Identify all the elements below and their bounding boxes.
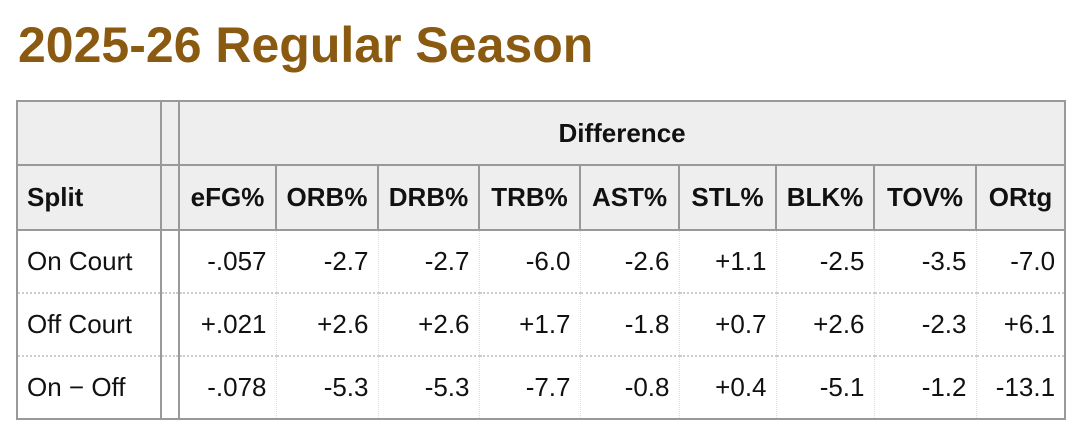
column-header[interactable]: BLK% — [775, 164, 875, 231]
column-header[interactable]: TRB% — [478, 164, 581, 231]
column-header[interactable]: ORB% — [275, 164, 379, 231]
row-label: On Court — [16, 230, 161, 294]
cell: +.021 — [178, 293, 276, 357]
group-header-row: Difference — [16, 100, 1067, 166]
column-header[interactable]: ORtg — [974, 164, 1067, 231]
column-header[interactable]: Split — [16, 164, 162, 231]
cell: -1.8 — [579, 293, 679, 357]
cell: -7.0 — [975, 230, 1067, 294]
table-body: On Court -.057 -2.7 -2.7 -6.0 -2.6 +1.1 -2.5 -3.… — [16, 230, 1067, 420]
cell: -13.1 — [975, 356, 1067, 420]
cell: -2.6 — [579, 230, 679, 294]
cell: -2.5 — [775, 230, 874, 294]
column-header[interactable]: eFG% — [178, 164, 277, 231]
cell: +1.1 — [678, 230, 776, 294]
cell: -.057 — [178, 230, 276, 294]
cell: +2.6 — [275, 293, 378, 357]
cell: +6.1 — [975, 293, 1067, 357]
cell: -5.1 — [775, 356, 874, 420]
cell: +1.7 — [478, 293, 580, 357]
column-header[interactable]: AST% — [579, 164, 680, 231]
cell: +0.4 — [678, 356, 776, 420]
separator — [160, 164, 180, 231]
stats-table: Difference Split eFG% ORB% DRB% TRB% AST% STL%… — [16, 100, 1067, 420]
column-header[interactable]: DRB% — [377, 164, 480, 231]
cell: -6.0 — [478, 230, 580, 294]
cell: -2.3 — [873, 293, 976, 357]
group-header: Difference — [177, 100, 1067, 166]
cell: +2.6 — [775, 293, 874, 357]
page-title: 2025-26 Regular Season — [18, 17, 594, 73]
cell: -2.7 — [377, 230, 479, 294]
separator — [160, 293, 180, 357]
separator — [160, 100, 180, 166]
data-row: On Court -.057 -2.7 -2.7 -6.0 -2.6 +1.1 -2.5 -3.… — [16, 230, 1067, 294]
empty-header — [16, 100, 162, 166]
cell: -7.7 — [478, 356, 580, 420]
column-header-row: Split eFG% ORB% DRB% TRB% AST% STL% BLK% TOV% ORt… — [16, 164, 1067, 231]
column-header[interactable]: TOV% — [873, 164, 977, 231]
cell: -.078 — [178, 356, 276, 420]
cell: -0.8 — [579, 356, 679, 420]
cell: +2.6 — [377, 293, 479, 357]
cell: -1.2 — [873, 356, 976, 420]
cell: -5.3 — [275, 356, 378, 420]
data-row: Off Court +.021 +2.6 +2.6 +1.7 -1.8 +0.7 +2.6 -2… — [16, 293, 1067, 357]
column-header[interactable]: STL% — [678, 164, 777, 231]
cell: -2.7 — [275, 230, 378, 294]
cell: +0.7 — [678, 293, 776, 357]
row-label: Off Court — [16, 293, 161, 357]
separator — [160, 356, 180, 420]
row-label: On − Off — [16, 356, 161, 420]
separator — [160, 230, 180, 294]
cell: -5.3 — [377, 356, 479, 420]
data-row: On − Off -.078 -5.3 -5.3 -7.7 -0.8 +0.4 -5.1 -1.… — [16, 356, 1067, 420]
cell: -3.5 — [873, 230, 976, 294]
